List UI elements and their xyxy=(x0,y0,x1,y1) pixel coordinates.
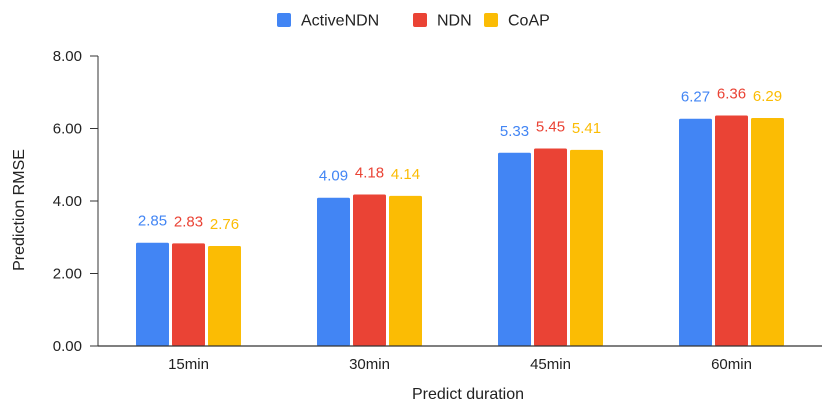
legend: ActiveNDN NDN CoAP xyxy=(277,13,550,30)
bar-coap-45min xyxy=(570,149,603,346)
y-tick-label: 8.00 xyxy=(53,48,82,65)
x-tick-label: 30min xyxy=(349,356,390,373)
bar-ndn-60min xyxy=(715,115,748,346)
y-tick-label: 0.00 xyxy=(53,338,82,355)
y-tick-label: 4.00 xyxy=(53,193,82,210)
y-tick-label: 2.00 xyxy=(53,266,82,283)
x-axis-title: Predict duration xyxy=(412,386,524,401)
x-tick-label: 15min xyxy=(168,356,209,373)
data-label: 5.41 xyxy=(572,120,601,137)
data-label: 2.83 xyxy=(174,213,203,230)
bar-coap-15min xyxy=(208,245,241,346)
data-label: 4.09 xyxy=(319,168,348,185)
x-tick-label: 60min xyxy=(711,356,752,373)
bar-activendn-15min xyxy=(136,242,169,346)
bar-ndn-30min xyxy=(353,194,386,346)
data-label: 2.76 xyxy=(210,216,239,233)
bar-coap-60min xyxy=(751,117,784,346)
legend-label: ActiveNDN xyxy=(301,13,379,30)
legend-swatch xyxy=(484,13,498,27)
data-label: 2.85 xyxy=(138,213,167,230)
legend-label: NDN xyxy=(437,13,472,30)
bar-coap-30min xyxy=(389,195,422,346)
data-label: 4.14 xyxy=(391,166,420,183)
data-label: 5.33 xyxy=(500,123,529,140)
y-axis: 0.00 2.00 4.00 6.00 8.00 xyxy=(53,48,99,355)
data-label: 6.29 xyxy=(753,88,782,105)
y-axis-title: Prediction RMSE xyxy=(11,149,28,271)
data-label: 6.27 xyxy=(681,89,710,106)
bar-activendn-30min xyxy=(317,197,350,346)
legend-label: CoAP xyxy=(508,13,550,30)
y-tick-label: 6.00 xyxy=(53,121,82,138)
data-labels: 2.85 2.83 2.76 4.09 4.18 4.14 5.33 5.45 5.41 6.27… xyxy=(138,85,782,233)
x-tick-label: 45min xyxy=(530,356,571,373)
data-label: 4.18 xyxy=(355,164,384,181)
bar-activendn-45min xyxy=(498,152,531,346)
bar-ndn-15min xyxy=(172,243,205,346)
data-label: 6.36 xyxy=(717,85,746,102)
x-axis: 15min 30min 45min 60min xyxy=(98,345,822,373)
data-label: 5.45 xyxy=(536,118,565,135)
bar-activendn-60min xyxy=(679,118,712,347)
legend-swatch xyxy=(413,13,427,27)
bar-ndn-45min xyxy=(534,148,567,346)
bars xyxy=(136,115,784,347)
legend-swatch xyxy=(277,13,291,27)
